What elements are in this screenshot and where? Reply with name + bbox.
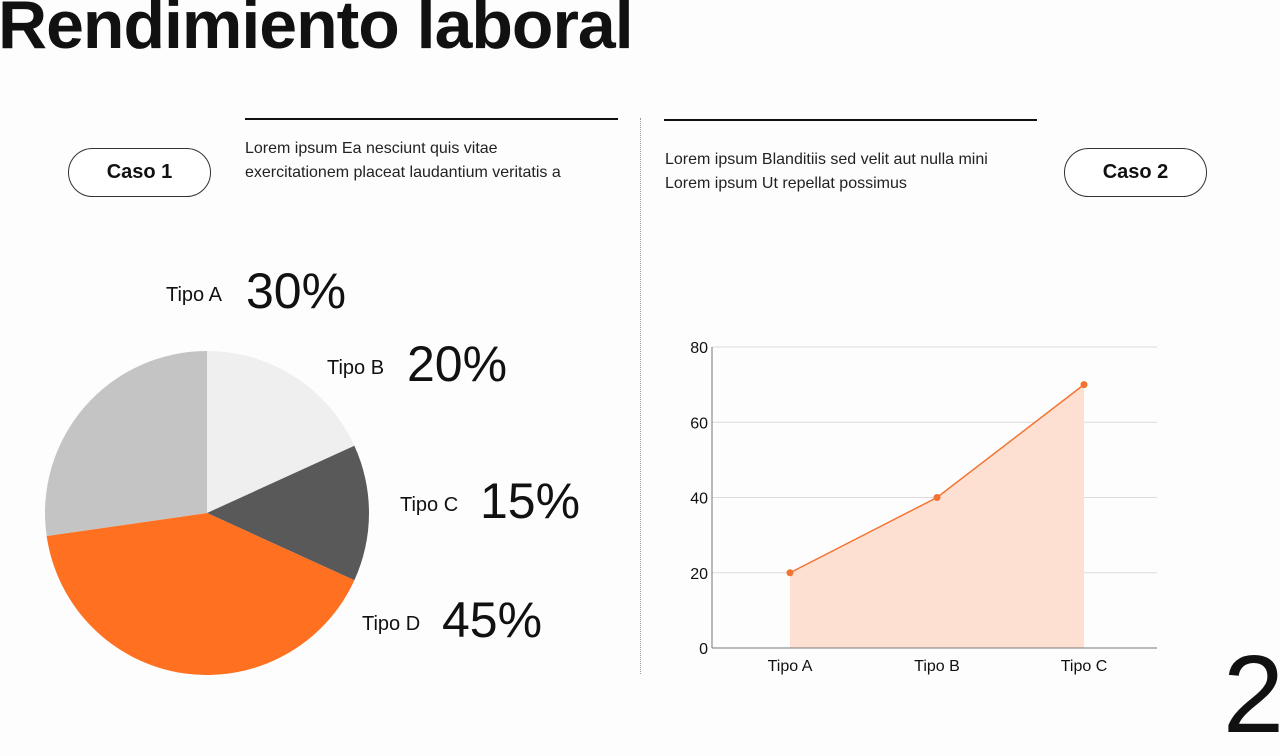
pie-value-tipo-b: 20%	[407, 336, 508, 392]
page-number: 2	[1222, 633, 1280, 756]
pie-label-tipo-d: Tipo D	[362, 613, 421, 635]
pie-value-tipo-d: 45%	[442, 592, 543, 648]
case2-description: Lorem ipsum Blanditiis sed velit aut nul…	[665, 151, 988, 192]
data-point-tipo-c	[1080, 381, 1088, 389]
pie-slice-tipo-a	[44, 350, 207, 537]
pie-label-tipo-c: Tipo C	[400, 494, 459, 516]
x-tick-label: Tipo C	[1061, 658, 1108, 675]
case1-rule	[245, 118, 618, 120]
area-chart: 0 20 40 60 80 Tipo A Tipo B Tipo C	[690, 340, 1157, 675]
case2-rule	[664, 119, 1037, 121]
page-title: Rendimiento laboral	[0, 0, 634, 63]
pie-slice-tipo-b	[207, 351, 355, 513]
pie-label-tipo-b: Tipo B	[327, 357, 385, 379]
pie-value-tipo-c: 15%	[480, 473, 581, 529]
y-tick-label: 40	[690, 491, 708, 508]
data-point-tipo-a	[786, 569, 794, 577]
pie-slice-tipo-d	[46, 513, 355, 675]
case1-badge: Caso 1	[68, 148, 211, 197]
y-tick-label: 60	[690, 415, 708, 432]
x-tick-label: Tipo A	[768, 658, 813, 675]
pie-slice-tipo-c	[207, 445, 369, 581]
data-point-tipo-b	[933, 494, 941, 501]
area-fill	[790, 384, 1084, 648]
y-tick-label: 80	[690, 340, 708, 357]
pie-value-tipo-a: 30%	[246, 263, 347, 319]
column-divider	[640, 118, 641, 674]
case1-description: Lorem ipsum Ea nesciunt quis vitae exerc…	[245, 140, 561, 181]
case2-badge: Caso 2	[1064, 148, 1207, 197]
charts-svg: 0 20 40 60 80 Tipo A Tipo B Tipo C	[44, 340, 1157, 675]
pie-chart	[44, 350, 369, 675]
y-tick-label: 20	[690, 566, 708, 583]
x-tick-label: Tipo B	[914, 658, 960, 675]
pie-label-tipo-a: Tipo A	[166, 284, 222, 306]
y-tick-label: 0	[699, 641, 708, 658]
